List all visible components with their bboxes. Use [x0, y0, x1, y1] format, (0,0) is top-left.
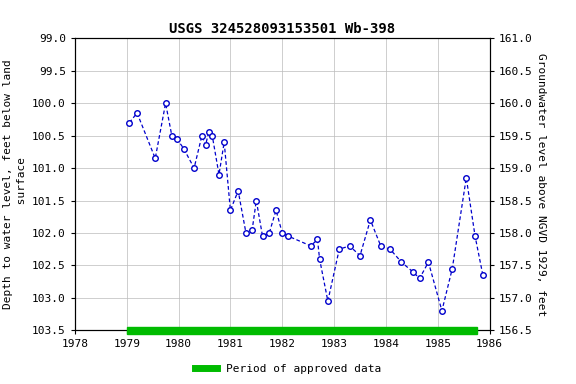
Y-axis label: Groundwater level above NGVD 1929, feet: Groundwater level above NGVD 1929, feet: [536, 53, 546, 316]
Y-axis label: Depth to water level, feet below land
 surface: Depth to water level, feet below land su…: [2, 60, 26, 309]
Legend: Period of approved data: Period of approved data: [191, 359, 385, 379]
Title: USGS 324528093153501 Wb-398: USGS 324528093153501 Wb-398: [169, 22, 395, 36]
